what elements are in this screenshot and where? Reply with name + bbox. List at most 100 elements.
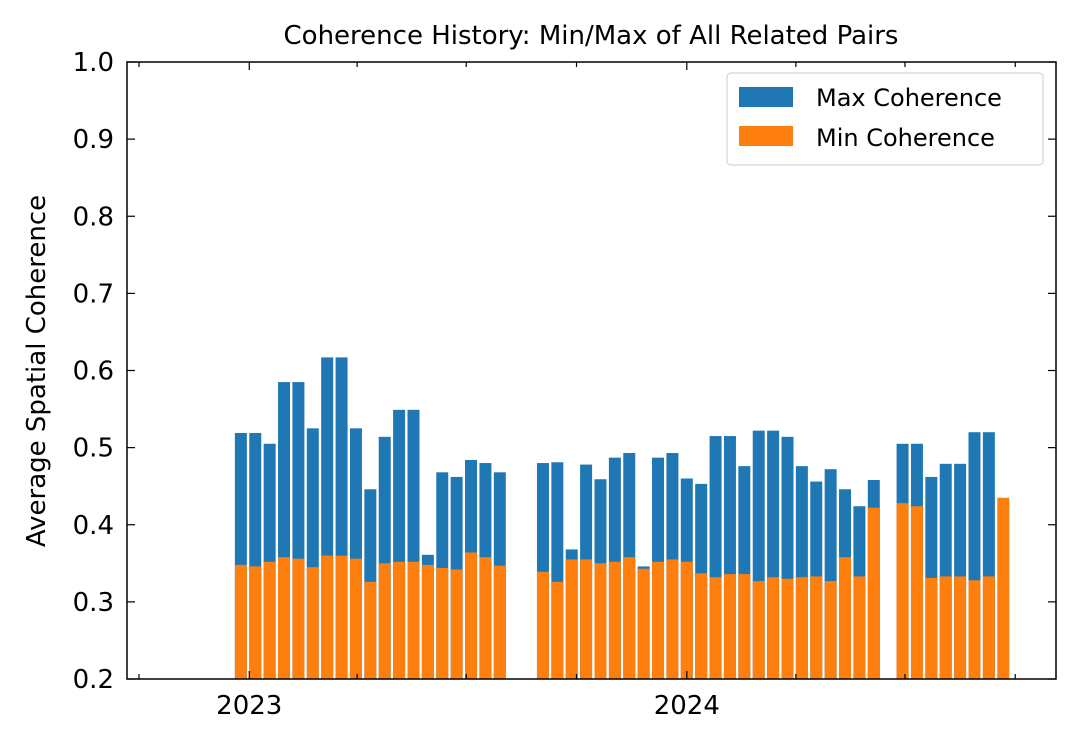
- bar-min: [594, 563, 607, 679]
- bar-max: [939, 463, 952, 679]
- y-tick-label: 0.3: [73, 588, 114, 618]
- bar-min: [982, 576, 995, 679]
- bar-max: [982, 432, 995, 679]
- bar-max: [795, 466, 808, 679]
- bar-max: [738, 466, 751, 679]
- bar-max: [278, 382, 291, 679]
- y-tick-label: 0.8: [73, 202, 114, 232]
- bar-min: [666, 559, 679, 679]
- legend-swatch-min: [739, 126, 793, 146]
- bar-max: [306, 428, 319, 679]
- bar-max: [536, 463, 549, 679]
- bars-layer: [234, 357, 1010, 679]
- bar-min: [781, 578, 794, 679]
- bar-max: [723, 436, 736, 679]
- bar-min: [234, 564, 247, 679]
- bar-max: [954, 463, 967, 679]
- bar-min: [738, 574, 751, 679]
- bar-min: [536, 571, 549, 679]
- bar-min: [810, 576, 823, 679]
- y-tick-label: 1.0: [73, 48, 114, 78]
- legend: Max Coherence Min Coherence: [726, 72, 1044, 166]
- bar-max: [292, 382, 305, 679]
- bar-min: [767, 577, 780, 679]
- y-tick-label: 0.2: [73, 665, 114, 695]
- y-tick-label: 0.7: [73, 279, 114, 309]
- legend-swatch-max: [739, 87, 793, 107]
- bar-min: [795, 577, 808, 679]
- bar-min: [465, 552, 478, 679]
- y-tick-label: 0.5: [73, 434, 114, 464]
- bar-min: [824, 581, 837, 679]
- bar-max: [824, 469, 837, 679]
- x-tick-label: 2023: [216, 691, 282, 721]
- bar-min: [263, 561, 276, 679]
- bar-max: [349, 428, 362, 679]
- bar-min: [709, 577, 722, 679]
- axes-layer: 0.2 0.3 0.4 0.5 0.6 0.7 0.8 0.9 1.0 2023 2024: [73, 48, 1057, 721]
- bar-min: [565, 559, 578, 679]
- y-tick-label: 0.6: [73, 357, 114, 387]
- chart-title: Coherence History: Min/Max of All Relate…: [284, 21, 899, 51]
- bar-min: [349, 558, 362, 679]
- y-tick-label: 0.9: [73, 125, 114, 155]
- bar-max: [407, 409, 420, 679]
- bar-max: [378, 436, 391, 679]
- bar-min: [997, 497, 1010, 679]
- bar-min: [436, 567, 449, 679]
- legend-box: [726, 72, 1044, 166]
- bar-min: [364, 581, 377, 679]
- bar-min: [910, 506, 923, 679]
- bar-min: [249, 566, 262, 679]
- bar-min: [421, 564, 434, 679]
- bar-min: [896, 503, 909, 679]
- bar-min: [393, 561, 406, 679]
- bar-min: [652, 561, 665, 679]
- bar-min: [839, 557, 852, 679]
- bar-min: [580, 559, 593, 679]
- bar-max: [263, 443, 276, 679]
- x-tick-label: 2024: [654, 691, 720, 721]
- legend-label-max: Max Coherence: [816, 84, 1002, 112]
- legend-label-min: Min Coherence: [816, 124, 995, 152]
- bar-max: [321, 357, 334, 679]
- bar-min: [695, 573, 708, 679]
- bar-max: [968, 432, 981, 679]
- bar-max: [925, 476, 938, 679]
- bar-min: [450, 569, 463, 679]
- bar-min: [637, 568, 650, 679]
- bar-min: [954, 576, 967, 679]
- bar-min: [479, 557, 492, 679]
- bar-min: [608, 561, 621, 679]
- bar-min: [278, 557, 291, 679]
- bar-max: [781, 436, 794, 679]
- bar-min: [925, 577, 938, 679]
- bar-min: [623, 557, 636, 679]
- bar-max: [335, 357, 348, 679]
- bar-min: [306, 567, 319, 679]
- bar-max: [234, 432, 247, 679]
- bar-min: [752, 581, 765, 679]
- bar-max: [767, 430, 780, 679]
- bar-max: [709, 436, 722, 679]
- bar-min: [407, 561, 420, 679]
- bar-max: [393, 409, 406, 679]
- bar-min: [939, 576, 952, 679]
- bar-min: [968, 580, 981, 679]
- y-axis-label: Average Spatial Coherence: [22, 195, 52, 547]
- bar-min: [292, 558, 305, 679]
- bar-min: [321, 555, 334, 679]
- bar-min: [867, 507, 880, 679]
- bar-min: [853, 576, 866, 679]
- bar-min: [723, 574, 736, 679]
- bar-min: [378, 563, 391, 679]
- bar-min: [551, 581, 564, 679]
- bar-min: [335, 555, 348, 679]
- y-tick-label: 0.4: [73, 511, 114, 541]
- bar-max: [249, 432, 262, 679]
- bar-max: [551, 462, 564, 679]
- bar-min: [493, 565, 506, 679]
- bar-min: [680, 561, 693, 679]
